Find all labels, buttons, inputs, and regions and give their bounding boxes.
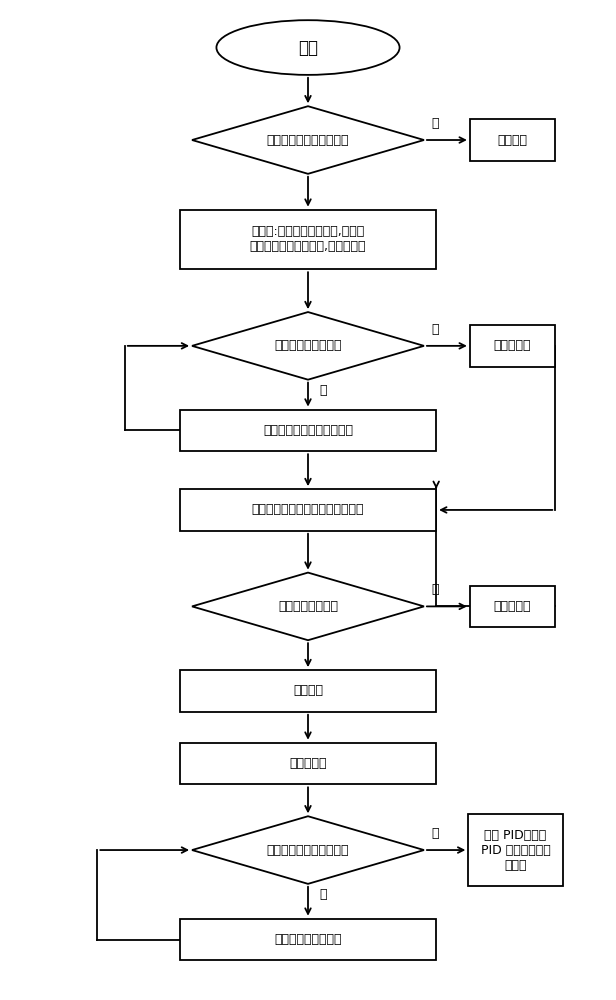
FancyBboxPatch shape <box>470 325 555 367</box>
FancyBboxPatch shape <box>470 586 555 627</box>
Text: 供墨泵开启，向主墨盒供墨: 供墨泵开启，向主墨盒供墨 <box>263 424 353 437</box>
Text: 初始化:设定通道负压初值,循环泵
开启初值，供墨泵初值,打开电磁阀: 初始化:设定通道负压初值,循环泵 开启初值，供墨泵初值,打开电磁阀 <box>249 225 367 253</box>
Text: 是: 是 <box>431 323 439 336</box>
Text: 切入 PID，调整
PID 参数，稳定喷
头流量: 切入 PID，调整 PID 参数，稳定喷 头流量 <box>480 829 551 872</box>
FancyBboxPatch shape <box>180 743 436 784</box>
FancyBboxPatch shape <box>180 919 436 960</box>
FancyBboxPatch shape <box>468 814 563 886</box>
Text: 检查喷头是否滴墨: 检查喷头是否滴墨 <box>278 600 338 613</box>
Text: 手动调整循环泵速度: 手动调整循环泵速度 <box>274 933 342 946</box>
Text: 关闭供墨泵: 关闭供墨泵 <box>494 339 531 352</box>
Text: 是: 是 <box>431 117 439 130</box>
Text: 是: 是 <box>431 583 439 596</box>
FancyBboxPatch shape <box>180 489 436 531</box>
Text: 检测墨桶液位是否低液位: 检测墨桶液位是否低液位 <box>267 134 349 147</box>
Polygon shape <box>192 816 424 884</box>
FancyBboxPatch shape <box>180 410 436 451</box>
FancyBboxPatch shape <box>180 210 436 269</box>
Text: 是: 是 <box>431 827 439 840</box>
Text: 报警输出: 报警输出 <box>498 134 527 147</box>
FancyBboxPatch shape <box>470 119 555 161</box>
Text: 关闭电磁阀: 关闭电磁阀 <box>290 757 326 770</box>
FancyBboxPatch shape <box>180 670 436 712</box>
Text: 主墨盒液位是否满足: 主墨盒液位是否满足 <box>274 339 342 352</box>
Text: 开启负压，开启球阀，开启循环泵: 开启负压，开启球阀，开启循环泵 <box>252 503 364 516</box>
Ellipse shape <box>216 20 400 75</box>
Text: 否: 否 <box>319 888 326 901</box>
Text: 调整负压值: 调整负压值 <box>494 600 531 613</box>
Text: 检测正压是否达到设定值: 检测正压是否达到设定值 <box>267 844 349 857</box>
Text: 开始: 开始 <box>298 39 318 57</box>
Text: 否: 否 <box>319 384 326 397</box>
Polygon shape <box>192 106 424 174</box>
Text: 保持负压: 保持负压 <box>293 684 323 697</box>
Polygon shape <box>192 573 424 640</box>
Polygon shape <box>192 312 424 380</box>
